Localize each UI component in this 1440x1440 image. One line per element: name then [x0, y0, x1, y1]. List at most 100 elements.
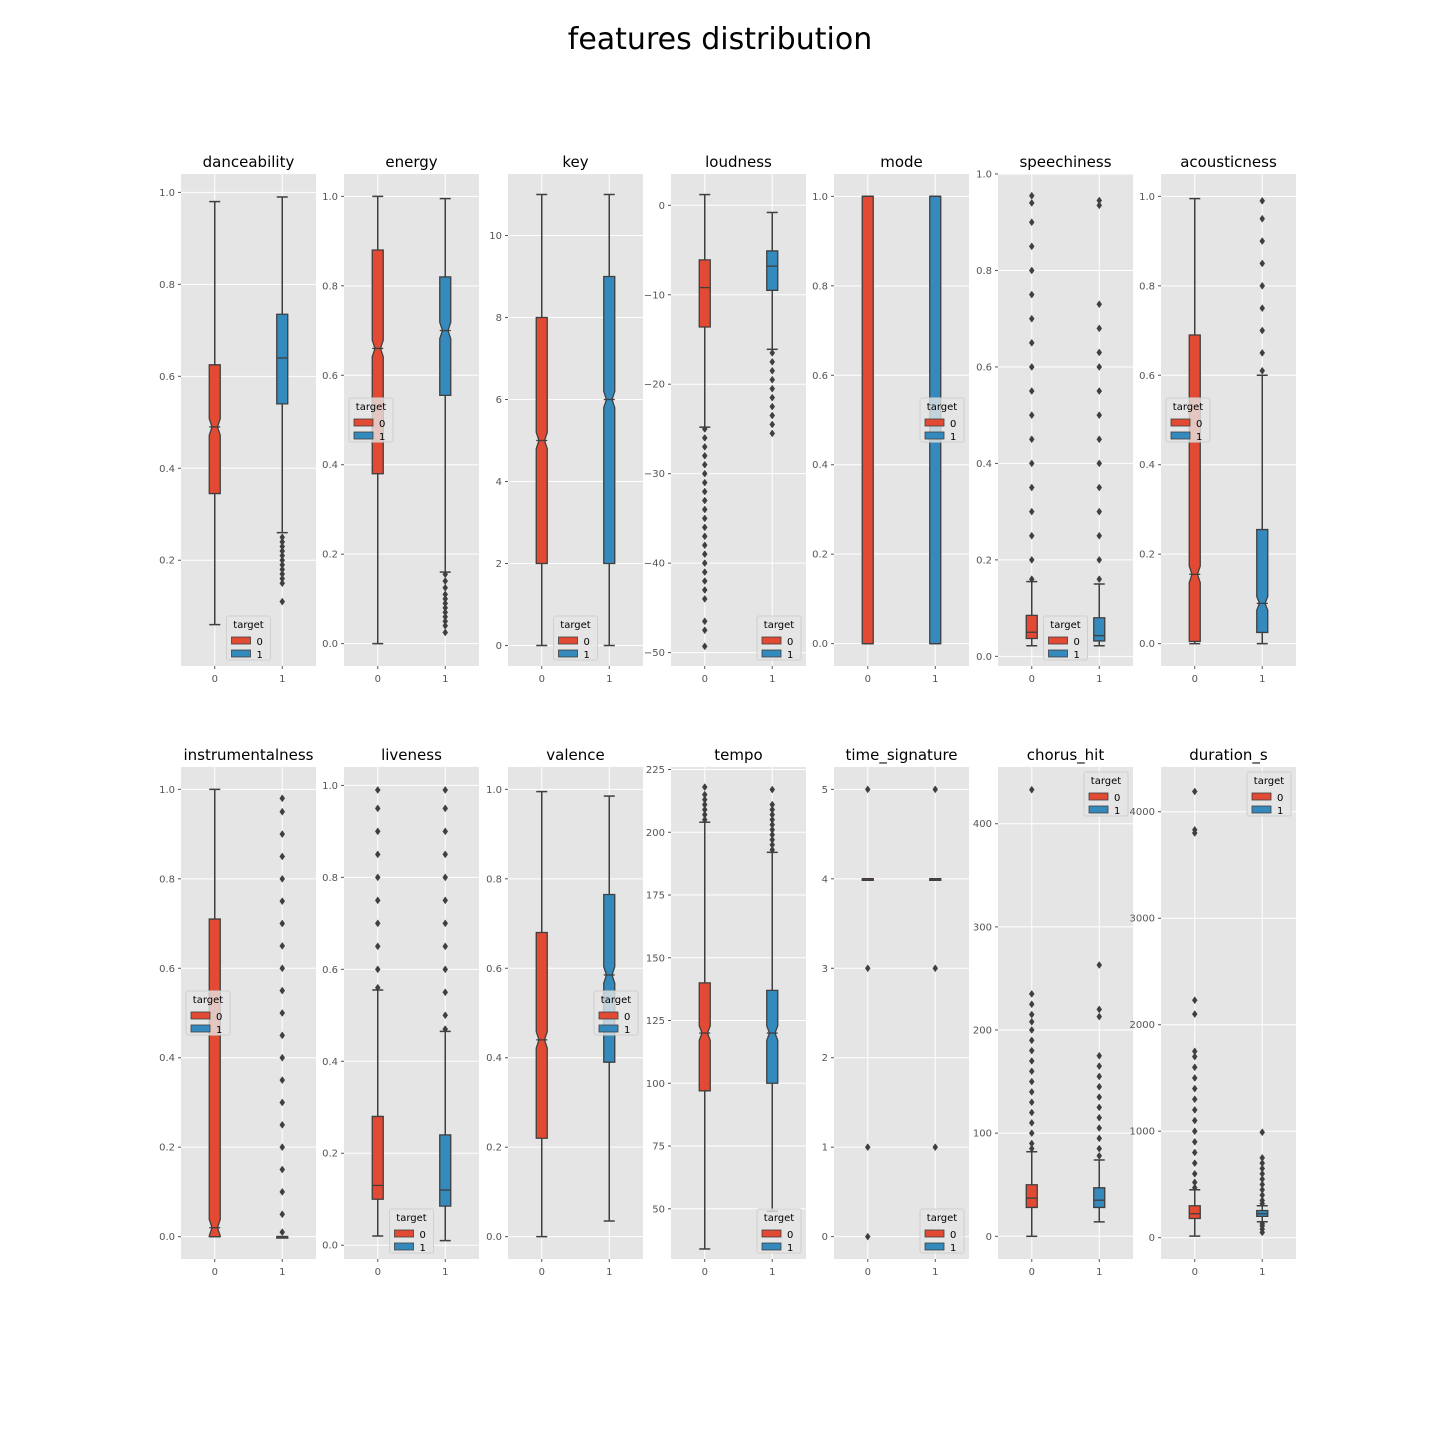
- subplot-title: key: [562, 153, 588, 171]
- legend-label: 0: [379, 419, 385, 430]
- outlier-point: [1028, 531, 1035, 540]
- outlier-point: [1096, 459, 1103, 468]
- outlier-point: [769, 348, 776, 357]
- x-tick-label: 0: [375, 674, 381, 685]
- outlier-point: [1096, 1005, 1103, 1014]
- outlier-point: [1096, 961, 1103, 969]
- outlier-point: [1096, 1051, 1103, 1060]
- outlier-point: [1028, 242, 1035, 251]
- outlier-point: [1028, 1017, 1035, 1026]
- outlier-point: [374, 786, 381, 794]
- outlier-point: [374, 919, 381, 928]
- subplot-tempo: 50 75 100 125 150 175 200 225 0 1 tempo target 0 1: [646, 746, 806, 1278]
- outlier-point: [864, 1143, 871, 1152]
- x-tick-label: 1: [606, 674, 612, 685]
- y-tick-label: 0.8: [159, 280, 175, 291]
- outlier-point: [1259, 1128, 1266, 1137]
- outlier-point: [1028, 1144, 1035, 1153]
- outlier-point: [442, 873, 449, 882]
- legend-label: 1: [420, 1243, 426, 1254]
- outlier-point: [1096, 363, 1103, 371]
- legend-swatch-1: [1048, 649, 1068, 658]
- y-tick-label: 0.6: [486, 964, 502, 975]
- y-tick-label: 1.0: [159, 785, 175, 796]
- outlier-point: [1096, 324, 1103, 333]
- box-target-0: [698, 259, 711, 328]
- outlier-point: [1028, 338, 1035, 347]
- y-tick-label: 400: [973, 819, 992, 830]
- y-tick-label: 3000: [1130, 914, 1155, 925]
- outlier-point: [1096, 1072, 1103, 1081]
- subplot-loudness: 0 −10 −20 −30 −40 −50 0 1 loudness target 0 1: [644, 153, 806, 685]
- outlier-point: [1028, 266, 1035, 275]
- outlier-point: [701, 642, 708, 651]
- y-tick-label: 150: [646, 953, 665, 964]
- outlier-point: [769, 785, 776, 794]
- y-tick-label: 1.0: [322, 781, 338, 792]
- y-tick-label: 0.6: [322, 965, 338, 976]
- legend-label: 1: [257, 650, 263, 661]
- legend-swatch-0: [598, 1011, 619, 1020]
- outlier-point: [279, 794, 286, 803]
- legend-swatch-1: [598, 1024, 619, 1033]
- y-tick-label: 0.2: [322, 1149, 338, 1160]
- outlier-point: [1028, 507, 1035, 516]
- y-tick-label: 0: [659, 201, 665, 212]
- outlier-point: [864, 1232, 871, 1241]
- outlier-point: [932, 785, 939, 794]
- outlier-point: [279, 941, 286, 950]
- box-target-0: [861, 195, 874, 645]
- legend-swatch-1: [353, 431, 374, 440]
- outlier-point: [1259, 196, 1266, 205]
- outlier-point: [701, 617, 708, 626]
- outlier-point: [1028, 218, 1035, 227]
- outlier-point: [1191, 1159, 1198, 1168]
- outlier-point: [279, 897, 286, 906]
- outlier-point: [1028, 785, 1035, 794]
- outlier-point: [701, 626, 708, 635]
- outlier-point: [279, 874, 286, 883]
- outlier-point: [1096, 300, 1103, 309]
- subplot-speechiness: 0.0 0.2 0.4 0.6 0.8 1.0 0 1 speechiness target 0 1: [976, 153, 1133, 685]
- outlier-point: [701, 577, 708, 585]
- outlier-point: [1096, 1093, 1103, 1101]
- outlier-point: [374, 850, 381, 859]
- legend-swatch-0: [1048, 636, 1068, 645]
- outlier-point: [1028, 555, 1035, 564]
- outlier-point: [1096, 387, 1103, 395]
- legend-swatch-1: [231, 649, 251, 658]
- y-tick-label: 0.2: [159, 556, 175, 567]
- x-tick-label: 1: [769, 674, 775, 685]
- legend: target 0 1: [185, 990, 231, 1036]
- y-tick-label: 0.4: [159, 1053, 175, 1064]
- outlier-point: [1259, 366, 1266, 375]
- legend-swatch-1: [394, 1242, 414, 1251]
- outlier-point: [442, 850, 449, 859]
- outlier-point: [769, 420, 776, 429]
- plot-area: [998, 174, 1133, 666]
- y-tick-label: 0.6: [1139, 371, 1155, 382]
- legend-label: 0: [787, 1230, 793, 1241]
- y-tick-label: 100: [973, 1129, 992, 1140]
- legend: target 0 1: [226, 615, 271, 661]
- legend: target 0 1: [756, 615, 802, 661]
- legend-title: target: [193, 995, 223, 1006]
- x-tick-label: 0: [1029, 674, 1035, 685]
- outlier-point: [769, 840, 776, 849]
- outlier-point: [1096, 1151, 1103, 1160]
- legend-title: target: [233, 620, 263, 631]
- outlier-point: [279, 1210, 286, 1219]
- outlier-point: [1028, 1139, 1035, 1148]
- y-tick-label: 0.6: [812, 371, 828, 382]
- y-tick-label: 0.8: [976, 266, 992, 277]
- legend-label: 0: [624, 1012, 630, 1023]
- y-tick-label: −40: [644, 559, 665, 570]
- outlier-point: [701, 433, 708, 442]
- box-target-0: [698, 982, 711, 1092]
- figure-title: features distribution: [567, 22, 873, 57]
- outlier-point: [1191, 1074, 1198, 1082]
- legend-title: target: [601, 995, 631, 1006]
- x-tick-label: 1: [1096, 674, 1102, 685]
- subplot-title: energy: [385, 153, 437, 171]
